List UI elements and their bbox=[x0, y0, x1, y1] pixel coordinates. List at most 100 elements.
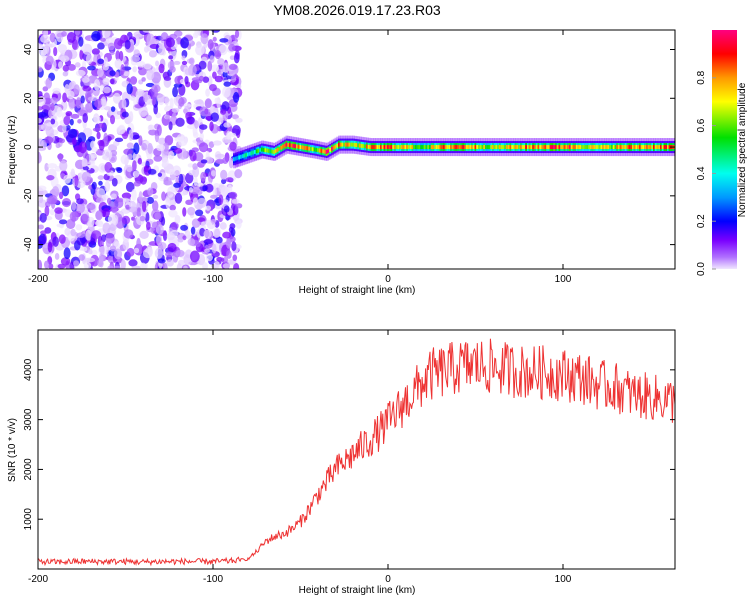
spectrogram-cell bbox=[350, 142, 354, 147]
spectrogram-cell bbox=[234, 30, 240, 39]
spectrogram-cell bbox=[453, 145, 457, 150]
spectrogram-cell bbox=[77, 132, 87, 144]
x-tick-label: 0 bbox=[385, 574, 391, 585]
spectrogram-cell bbox=[86, 216, 95, 228]
spectrogram-cell bbox=[47, 241, 53, 253]
spectrogram-cell bbox=[336, 143, 340, 148]
spectrogram-cell bbox=[469, 145, 473, 150]
spectrogram-cell bbox=[423, 145, 427, 150]
spectrogram-cell bbox=[148, 129, 158, 136]
spectrogram-cell bbox=[338, 142, 341, 147]
spectrogram-cell bbox=[180, 37, 189, 49]
spectrogram-cell bbox=[234, 156, 238, 161]
spectrogram-cell bbox=[98, 253, 104, 264]
spectrogram-cell bbox=[219, 38, 229, 43]
spectrogram-cell bbox=[207, 60, 213, 72]
spectrogram-cell bbox=[539, 145, 543, 150]
spectrogram-cell bbox=[232, 91, 240, 103]
spectrogram-cell bbox=[56, 223, 65, 228]
spectrogram-cell bbox=[218, 194, 224, 205]
spectrogram-cell bbox=[642, 145, 646, 150]
y-tick-label: -40 bbox=[23, 237, 34, 252]
spectrogram-cell bbox=[214, 75, 223, 83]
spectrogram-cell bbox=[101, 30, 111, 39]
spectrogram-cell bbox=[175, 249, 185, 258]
spectrogram-cell bbox=[207, 39, 214, 50]
spectrogram-cell bbox=[138, 135, 143, 146]
spectrogram-cell bbox=[623, 145, 627, 150]
spectrogram-cell bbox=[146, 221, 151, 231]
spectrogram-cell bbox=[506, 145, 509, 150]
spectrogram-cell bbox=[194, 30, 199, 37]
colorbar-tick-label: 0.6 bbox=[696, 118, 707, 132]
spectrogram-cell bbox=[635, 145, 639, 150]
spectrogram-cell bbox=[155, 60, 160, 67]
spectrogram-cell bbox=[44, 42, 50, 55]
spectrogram-cell bbox=[221, 101, 230, 112]
spectrogram-cell bbox=[210, 112, 219, 122]
spectrogram-cell bbox=[86, 203, 96, 211]
spectrogram-cell bbox=[114, 58, 122, 69]
spectrogram-cell bbox=[91, 30, 101, 42]
spectrogram-cell bbox=[69, 211, 79, 222]
spectrogram-cell bbox=[190, 184, 201, 195]
spectrogram-cell bbox=[516, 145, 520, 150]
spectrogram-cell bbox=[81, 77, 90, 83]
spectrogram-cell bbox=[612, 145, 616, 150]
spectrogram-cell bbox=[222, 231, 232, 239]
spectrogram-cell bbox=[120, 259, 126, 269]
spectrogram-cell bbox=[85, 229, 92, 241]
spectrogram-cell bbox=[171, 112, 177, 119]
spectrogram-cell bbox=[173, 60, 181, 65]
spectrogram-cell bbox=[49, 208, 55, 216]
bottom-ylabel: SNR (10 * v/v) bbox=[7, 418, 18, 482]
spectrogram-cell bbox=[52, 87, 61, 94]
spectrogram-cell bbox=[233, 52, 240, 64]
spectrogram-cell bbox=[47, 163, 58, 169]
spectrogram-cell bbox=[416, 145, 420, 150]
spectrogram-cell bbox=[49, 97, 58, 104]
spectrogram-cell bbox=[497, 145, 501, 150]
spectrogram-cell bbox=[90, 140, 96, 150]
spectrogram-cell bbox=[296, 144, 299, 149]
spectrogram-cell bbox=[58, 138, 65, 144]
spectrogram-cell bbox=[574, 145, 578, 150]
spectrogram-cell bbox=[156, 124, 162, 136]
spectrogram-cell bbox=[366, 144, 369, 149]
spectrogram-cell bbox=[94, 98, 103, 109]
spectrogram-cell bbox=[169, 97, 174, 110]
spectrogram-cell bbox=[588, 145, 592, 150]
spectrogram-cell bbox=[85, 53, 93, 65]
spectrogram-cell bbox=[102, 207, 110, 218]
spectrogram-cell bbox=[313, 147, 317, 152]
spectrogram-cell bbox=[54, 207, 63, 214]
spectrogram-cell bbox=[39, 212, 47, 223]
spectrogram-cell bbox=[167, 151, 175, 160]
spectrogram-cell bbox=[556, 145, 560, 150]
spectrogram-cell bbox=[223, 256, 229, 264]
spectrogram-cell bbox=[202, 262, 208, 269]
spectrogram-cell bbox=[304, 145, 308, 150]
spectrogram-cell bbox=[212, 186, 217, 198]
spectrogram-cell bbox=[577, 145, 581, 150]
spectrogram-cell bbox=[192, 197, 199, 206]
spectrogram-cell bbox=[535, 145, 539, 150]
spectrogram-cell bbox=[640, 145, 644, 150]
spectrogram-cell bbox=[373, 145, 376, 150]
spectrogram-cell bbox=[255, 149, 259, 154]
spectrogram-cell bbox=[240, 154, 243, 159]
spectrogram-cell bbox=[176, 263, 182, 269]
spectrogram-cell bbox=[544, 145, 548, 150]
spectrogram-cell bbox=[481, 145, 485, 150]
spectrogram-cell bbox=[572, 145, 576, 150]
spectrogram-cell bbox=[430, 145, 434, 150]
spectrogram-cell bbox=[58, 219, 68, 225]
spectrogram-cell bbox=[220, 257, 225, 263]
spectrogram-cell bbox=[169, 65, 176, 73]
spectrogram-cell bbox=[88, 249, 93, 255]
spectrogram-cell bbox=[170, 221, 179, 230]
spectrogram-cell bbox=[87, 65, 96, 71]
spectrogram-cell bbox=[74, 174, 79, 187]
spectrogram-cell bbox=[334, 144, 338, 149]
spectrogram-cell bbox=[273, 149, 277, 154]
